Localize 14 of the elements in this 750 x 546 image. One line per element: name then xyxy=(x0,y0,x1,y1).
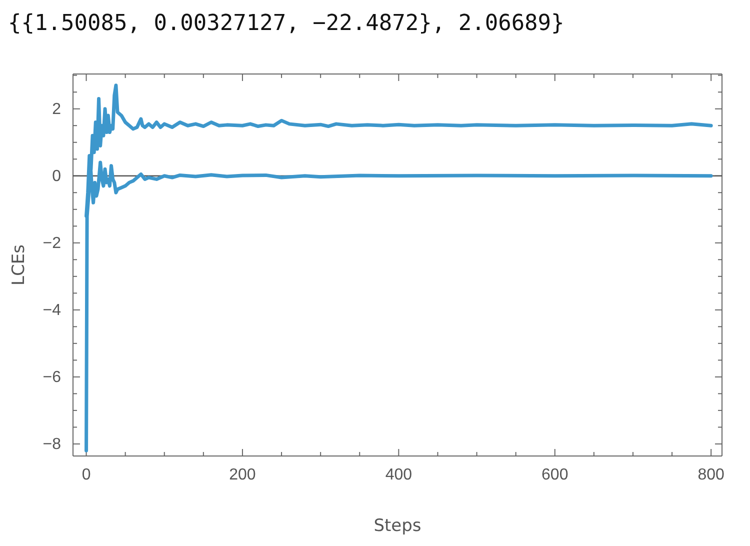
y-tick-label: −6 xyxy=(42,369,62,386)
y-tick-label: −2 xyxy=(42,235,62,252)
y-tick-label: 0 xyxy=(52,168,62,185)
x-tick-label: 800 xyxy=(698,466,725,484)
y-tick-label: −4 xyxy=(42,302,62,320)
y-tick-label: −8 xyxy=(42,436,62,454)
x-tick-label: 200 xyxy=(229,466,256,484)
x-tick-label: 400 xyxy=(385,466,412,484)
x-tick-label: 0 xyxy=(82,466,91,484)
chart-title: {{1.50085, 0.00327127, −22.4872}, 2.06689} xyxy=(8,11,564,36)
x-axis-title: Steps xyxy=(374,516,422,536)
x-tick-label: 600 xyxy=(542,466,568,484)
y-axis-title: LCEs xyxy=(9,244,29,286)
y-tick-label: 2 xyxy=(52,100,62,118)
